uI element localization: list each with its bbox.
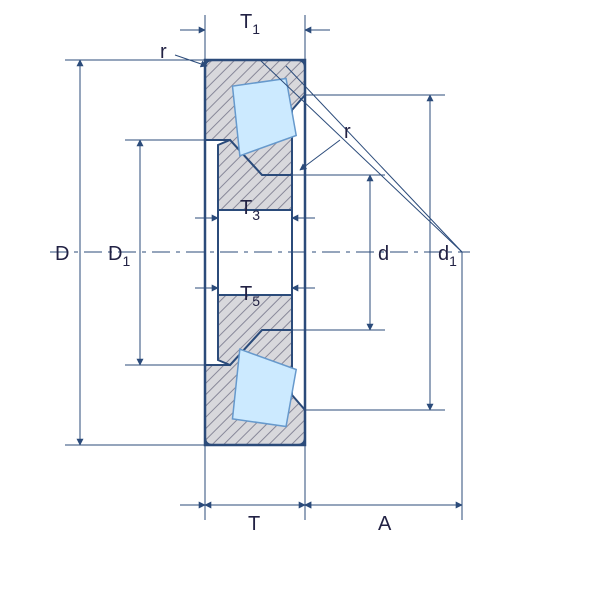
dim-d: d bbox=[292, 175, 389, 330]
label-T5: T bbox=[240, 283, 252, 305]
label-T1-sub: 1 bbox=[252, 21, 260, 37]
label-T: T bbox=[248, 513, 260, 535]
label-T1: T bbox=[240, 11, 252, 33]
dim-T: T bbox=[180, 445, 330, 535]
label-T5-sub: 5 bbox=[252, 293, 260, 309]
dim-r-mid: r bbox=[300, 121, 351, 170]
label-r-mid: r bbox=[344, 121, 351, 143]
svg-text:D1: D1 bbox=[108, 243, 130, 269]
bearing-diagram: T1 r r D D1 d d1 bbox=[0, 0, 600, 600]
label-d1-sub: 1 bbox=[449, 253, 457, 269]
label-d1: d bbox=[438, 243, 449, 265]
label-D1-sub: 1 bbox=[122, 253, 130, 269]
label-A: A bbox=[378, 513, 392, 535]
label-d: d bbox=[378, 243, 389, 265]
label-T3-sub: 3 bbox=[252, 207, 260, 223]
label-T3: T bbox=[240, 197, 252, 219]
svg-text:T1: T1 bbox=[240, 11, 260, 37]
label-D: D bbox=[55, 243, 69, 265]
dim-A: A bbox=[305, 252, 462, 535]
dim-r-top: r bbox=[160, 41, 207, 66]
svg-text:d1: d1 bbox=[438, 243, 457, 269]
dim-T5: T5 bbox=[195, 275, 315, 309]
dim-T1: T1 bbox=[180, 11, 330, 60]
label-D1: D bbox=[108, 243, 122, 265]
